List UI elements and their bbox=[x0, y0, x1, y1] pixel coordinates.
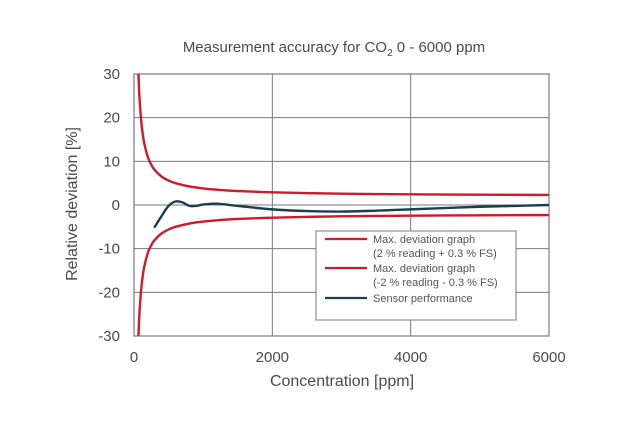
y-tick-label: -20 bbox=[98, 284, 120, 301]
legend-sensor-line1: Sensor performance bbox=[373, 293, 473, 305]
chart-title: Measurement accuracy for CO2 0 - 6000 pp… bbox=[183, 39, 485, 59]
series-line-upper-limit bbox=[137, 74, 549, 197]
y-tick-label: -10 bbox=[98, 241, 120, 258]
y-tick-label: 10 bbox=[103, 153, 120, 170]
title-rest: 0 - 6000 ppm bbox=[393, 39, 486, 56]
tick-labels: 0 2000 4000 6000 30 20 10 0 -10 -20 -30 bbox=[98, 66, 565, 366]
x-tick-label: 2000 bbox=[256, 349, 289, 366]
legend-upper-line1: Max. deviation graph bbox=[373, 234, 475, 246]
legend-upper-line2: (2 % reading + 0.3 % FS) bbox=[373, 248, 497, 260]
legend-box bbox=[315, 230, 517, 321]
series-line-lower-limit bbox=[137, 213, 549, 336]
x-tick-label: 4000 bbox=[394, 349, 427, 366]
y-tick-label: -30 bbox=[98, 328, 120, 345]
series-lines bbox=[137, 74, 549, 336]
legend-lower-line2: (-2 % reading - 0.3 % FS) bbox=[373, 277, 498, 289]
y-tick-label: 0 bbox=[112, 197, 120, 214]
x-axis-label: Concentration [ppm] bbox=[270, 373, 414, 390]
y-tick-label: 20 bbox=[103, 110, 120, 127]
legend-lower-line1: Max. deviation graph bbox=[373, 263, 475, 275]
x-tick-label: 0 bbox=[130, 349, 138, 366]
title-main: Measurement accuracy for CO bbox=[183, 39, 387, 56]
series-line-sensor bbox=[153, 200, 549, 229]
y-tick-label: 30 bbox=[103, 66, 120, 83]
title-subscript: 2 bbox=[387, 48, 393, 59]
legend: Max. deviation graph (2 % reading + 0.3 … bbox=[315, 230, 517, 321]
y-axis-label: Relative deviation [%] bbox=[64, 127, 81, 281]
x-tick-label: 6000 bbox=[532, 349, 565, 366]
